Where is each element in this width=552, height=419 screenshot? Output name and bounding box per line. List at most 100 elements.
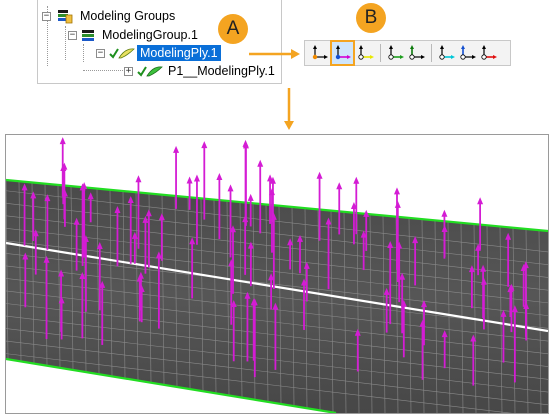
orientation-arrow (387, 241, 394, 325)
tree-connector (65, 26, 66, 60)
axis-orange-icon (311, 45, 329, 61)
axis-cyan-button[interactable] (436, 43, 457, 63)
orientation-arrow (127, 196, 134, 264)
mesh-line (421, 219, 425, 413)
mesh-line (200, 198, 204, 391)
mesh-line (317, 209, 321, 411)
mesh-line (6, 353, 513, 413)
mesh-line (408, 217, 412, 413)
tree-item-modeling-groups[interactable]: − Modeling Groups (42, 7, 178, 25)
orientation-arrow (189, 237, 196, 299)
orientation-arrow (268, 273, 275, 310)
orientation-arrow (303, 261, 310, 302)
mesh-line (343, 211, 347, 413)
axis-cyan-icon (438, 45, 456, 61)
mesh-line (31, 182, 35, 364)
mesh-line (213, 199, 217, 394)
ply-icon (109, 46, 135, 60)
tree-connector (83, 70, 123, 71)
stack-icon (55, 8, 73, 24)
mesh-line (330, 210, 334, 413)
orientation-arrow (30, 191, 37, 242)
orientation-arrow (336, 182, 343, 235)
orientation-arrow (350, 201, 357, 245)
orientation-arrow (412, 236, 419, 286)
orientation-arrow (394, 200, 401, 282)
down-arrow-icon (284, 88, 294, 130)
expand-icon[interactable]: + (124, 65, 133, 76)
axis-orange-button[interactable] (309, 43, 330, 63)
orientation-arrow (244, 291, 251, 362)
axis-red-button[interactable] (478, 43, 499, 63)
orientation-arrow (257, 159, 264, 234)
orientation-arrow (229, 225, 236, 294)
tree-item-modeling-ply[interactable]: − ModelingPly.1 (96, 44, 221, 62)
orientation-arrow (508, 283, 515, 333)
model-tree-panel: − Modeling Groups − ModelingGroup.1 − Mo… (37, 0, 282, 84)
collapse-icon[interactable]: − (68, 29, 77, 40)
orientation-arrow (158, 213, 165, 261)
axis-yellow-icon (357, 45, 375, 61)
tree-item-label: ModelingGroup.1 (102, 28, 198, 42)
orientation-arrow (523, 301, 530, 341)
mesh-line (369, 214, 373, 413)
mesh-line (187, 197, 191, 389)
orientation-arrow (480, 277, 487, 330)
mesh-line (239, 202, 243, 398)
orientation-arrow (505, 232, 512, 287)
mesh-line (6, 215, 548, 278)
orientation-arrow (193, 174, 200, 245)
mesh-line (70, 186, 74, 370)
mesh-line (6, 202, 548, 265)
orientation-arrow (73, 217, 80, 271)
axis-darkgreen-button[interactable] (406, 43, 427, 63)
collapse-icon[interactable]: − (42, 10, 51, 21)
toolbar-separator (380, 44, 381, 62)
toolbar-separator (431, 44, 432, 62)
mesh-line (122, 191, 126, 379)
collapse-icon[interactable]: − (96, 47, 105, 58)
tree-item-modeling-group[interactable]: − ModelingGroup.1 (68, 26, 201, 44)
orientation-arrow (230, 300, 237, 362)
axis-green-icon (387, 45, 405, 61)
orientation-arrow (468, 265, 475, 309)
axis-darkgreen-icon (408, 45, 426, 61)
mesh-line (6, 240, 548, 304)
orientation-arrow (81, 182, 88, 258)
mesh-line (265, 204, 269, 402)
axis-yellow-button[interactable] (355, 43, 376, 63)
axis-blue-button[interactable] (457, 43, 478, 63)
orientation-arrow (363, 209, 370, 251)
tree-connector (83, 44, 84, 62)
mesh-line (278, 205, 282, 404)
ply-reference-line (6, 241, 548, 333)
mesh-line (538, 230, 542, 413)
production-ply-icon (137, 64, 163, 78)
orientation-arrow (400, 299, 407, 358)
orientation-arrow (96, 241, 103, 311)
mesh-line (6, 253, 548, 316)
orientation-arrow (296, 234, 303, 274)
orientation-arrow (99, 280, 106, 345)
mesh-line (174, 195, 178, 387)
orientation-arrow (242, 139, 249, 224)
orientation-arrow (383, 287, 390, 333)
orientation-arrow (247, 241, 254, 287)
orientation-arrow (511, 305, 518, 383)
orientation-arrow (360, 230, 367, 271)
orientation-arrow (316, 171, 323, 241)
3d-viewport[interactable] (5, 134, 549, 414)
orientation-arrow (58, 296, 65, 340)
orientation-arrow (396, 241, 403, 303)
orientation-arrow (201, 141, 208, 220)
tree-item-production-ply[interactable]: + P1__ModelingPly.1 (124, 62, 278, 80)
layers-icon (81, 28, 95, 42)
axis-green-button[interactable] (385, 43, 406, 63)
mesh-line (434, 220, 438, 413)
orientation-arrow (136, 274, 143, 322)
mesh-line (226, 200, 230, 396)
orientation-arrow (354, 328, 361, 372)
axis-magenta-button[interactable] (330, 40, 355, 66)
callout-a: A (218, 14, 248, 44)
orientation-arrow (251, 298, 258, 378)
